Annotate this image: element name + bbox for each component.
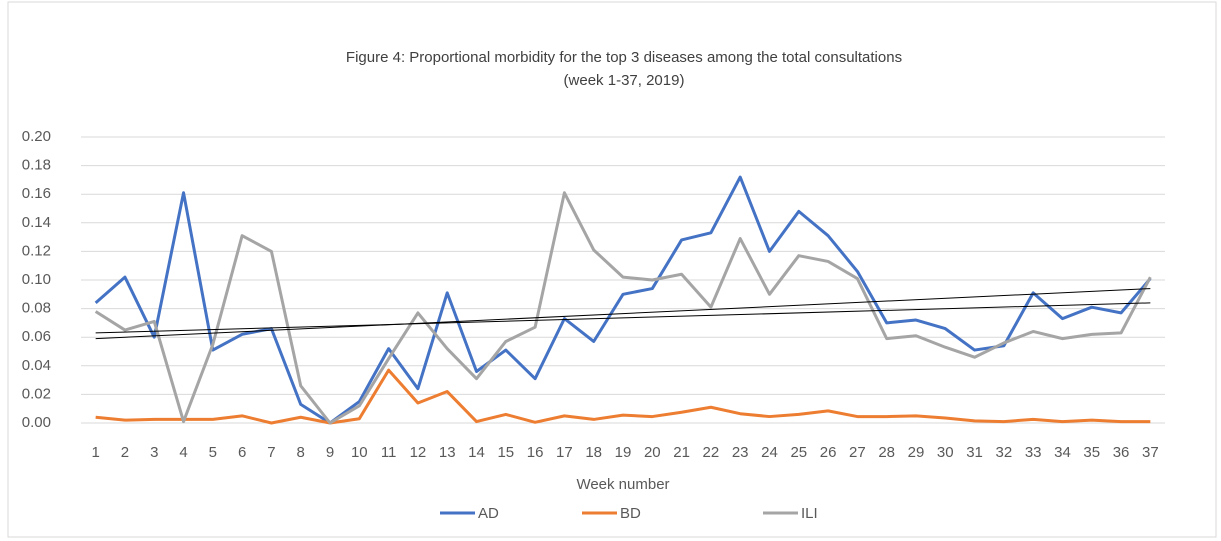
- x-tick-label: 26: [820, 444, 837, 461]
- y-tick-label: 0.10: [22, 271, 51, 288]
- legend-label: AD: [478, 505, 499, 522]
- data-line: [95, 368, 1151, 425]
- data-line: [94, 175, 1152, 425]
- x-tick-label: 20: [644, 444, 661, 461]
- y-tick-label: 0.06: [22, 328, 51, 345]
- x-tick-label: 30: [937, 444, 954, 461]
- x-tick-label: 1: [91, 444, 99, 461]
- y-tick-label: 0.08: [22, 300, 51, 317]
- x-tick-label: 6: [238, 444, 246, 461]
- x-tick-label: 34: [1054, 444, 1071, 461]
- y-tick-label: 0.18: [22, 157, 51, 174]
- x-tick-label: 7: [267, 444, 275, 461]
- x-tick-label: 29: [908, 444, 925, 461]
- x-tick-label: 15: [497, 444, 514, 461]
- chart-title: Figure 4: Proportional morbidity for the…: [346, 49, 902, 66]
- x-tick-label: 37: [1142, 444, 1159, 461]
- x-tick-label: 19: [615, 444, 632, 461]
- x-tick-label: 23: [732, 444, 749, 461]
- x-tick-label: 14: [468, 444, 485, 461]
- x-tick-label: 24: [761, 444, 778, 461]
- x-tick-label: 18: [585, 444, 602, 461]
- x-axis-label: Week number: [576, 476, 669, 493]
- y-tick-label: 0.20: [22, 128, 51, 145]
- x-tick-label: 16: [527, 444, 544, 461]
- x-tick-label: 5: [209, 444, 217, 461]
- y-tick-label: 0.16: [22, 185, 51, 202]
- x-tick-label: 2: [121, 444, 129, 461]
- x-tick-label: 11: [381, 444, 397, 461]
- x-tick-label: 13: [439, 444, 456, 461]
- y-tick-label: 0.02: [22, 385, 51, 402]
- x-tick-label: 33: [1025, 444, 1042, 461]
- y-tick-label: 0.04: [22, 357, 51, 374]
- x-tick-label: 27: [849, 444, 866, 461]
- y-tick-label: 0.14: [22, 214, 51, 231]
- x-tick-label: 28: [878, 444, 895, 461]
- trend-line: [95, 302, 1151, 334]
- data-line: [94, 191, 1152, 425]
- legend-label: ILI: [801, 505, 818, 522]
- y-tick-label: 0.00: [22, 414, 51, 431]
- x-tick-label: 17: [556, 444, 573, 461]
- x-tick-label: 9: [326, 444, 334, 461]
- x-tick-label: 3: [150, 444, 158, 461]
- chart-subtitle: (week 1-37, 2019): [564, 72, 685, 89]
- legend-label: BD: [620, 505, 641, 522]
- trend-line: [95, 288, 1151, 340]
- y-tick-label: 0.12: [22, 242, 51, 259]
- x-tick-label: 22: [703, 444, 720, 461]
- x-tick-label: 4: [179, 444, 187, 461]
- chart-border: [7, 1, 1217, 538]
- x-tick-label: 10: [351, 444, 368, 461]
- x-tick-label: 8: [297, 444, 305, 461]
- x-tick-label: 31: [966, 444, 983, 461]
- x-tick-label: 12: [410, 444, 427, 461]
- x-tick-label: 32: [996, 444, 1013, 461]
- x-tick-label: 35: [1083, 444, 1100, 461]
- x-tick-label: 25: [790, 444, 807, 461]
- x-tick-label: 36: [1113, 444, 1130, 461]
- x-tick-label: 21: [673, 444, 690, 461]
